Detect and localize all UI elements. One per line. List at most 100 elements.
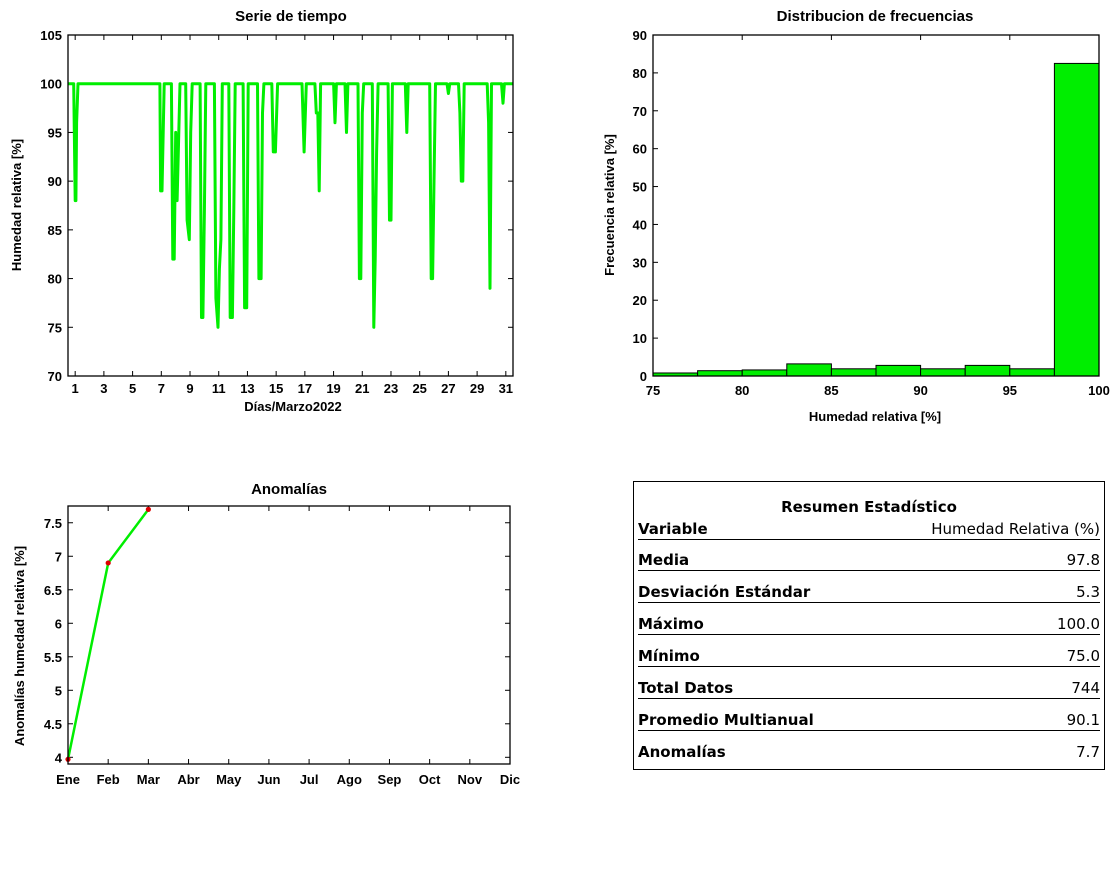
hist-xtick-label: 100 xyxy=(1088,383,1110,398)
ts-marks xyxy=(68,82,513,329)
stats-row-desviacion: Desviación Estándar 5.3 xyxy=(638,580,1100,603)
stats-value: 744 xyxy=(1071,679,1100,697)
ts-xtick-label: 1 xyxy=(72,381,79,396)
an-ticks: 4 4.5 5 5.5 6 6.5 7 7.5 Ene Feb Mar Abr May Jun Jul Ago… xyxy=(44,506,520,787)
stats-value: 90.1 xyxy=(1066,711,1100,729)
an-xtick-label: Abr xyxy=(177,772,199,787)
ts-xtick-label: 29 xyxy=(470,381,484,396)
hist-title: Distribucion de frecuencias xyxy=(777,8,974,25)
ts-xtick-label: 15 xyxy=(269,381,283,396)
stats-value: 7.7 xyxy=(1076,743,1100,761)
ts-ytick-label: 90 xyxy=(48,174,62,189)
hist-xlabel: Humedad relativa [%] xyxy=(809,409,941,424)
ts-xtick-label: 23 xyxy=(384,381,398,396)
hist-xtick-label: 85 xyxy=(824,383,838,398)
hist-bar xyxy=(920,368,966,377)
ts-xtick-label: 19 xyxy=(326,381,340,396)
hist-xtick-label: 75 xyxy=(646,383,660,398)
ts-ytick-label: 85 xyxy=(48,223,62,238)
an-ytick-label: 5.5 xyxy=(44,650,62,665)
ts-ytick-label: 100 xyxy=(40,77,62,92)
stats-row-promedio: Promedio Multianual 90.1 xyxy=(638,708,1100,731)
ts-ytick-label: 80 xyxy=(48,272,62,287)
an-xtick-label: Dic xyxy=(500,772,520,787)
stats-row-media: Media 97.8 xyxy=(638,548,1100,571)
histogram-chart: Distribucion de frecuencias Humedad rela… xyxy=(602,8,1110,424)
ts-xtick-label: 11 xyxy=(212,381,226,396)
an-xtick-label: Ene xyxy=(56,772,80,787)
an-series-line xyxy=(66,508,150,760)
an-title: Anomalías xyxy=(251,481,327,498)
hist-ytick-label: 90 xyxy=(633,28,647,43)
stats-label: Promedio Multianual xyxy=(638,711,814,729)
stats-label: Mínimo xyxy=(638,647,700,665)
ts-ytick-label: 95 xyxy=(48,125,62,140)
an-xtick-label: Sep xyxy=(378,772,402,787)
hist-bar xyxy=(786,363,832,377)
hist-bar xyxy=(830,368,877,377)
stats-value: 5.3 xyxy=(1076,583,1100,601)
an-ytick-label: 7 xyxy=(55,549,62,564)
stats-header-value: Humedad Relativa (%) xyxy=(931,520,1100,538)
hist-bar xyxy=(697,370,743,377)
hist-bar xyxy=(964,364,1011,377)
hist-bar xyxy=(1053,62,1100,377)
an-ytick-label: 6 xyxy=(55,616,62,631)
ts-xlabel: Días/Marzo2022 xyxy=(244,399,342,414)
ts-xtick-label: 3 xyxy=(100,381,107,396)
stats-value: 100.0 xyxy=(1057,615,1100,633)
hist-plot-frame xyxy=(652,34,1100,377)
an-xtick-label: Mar xyxy=(137,772,160,787)
an-point xyxy=(145,506,151,512)
hist-ytick-label: 30 xyxy=(633,255,647,270)
an-ytick-label: 4.5 xyxy=(44,717,62,732)
ts-xtick-label: 17 xyxy=(298,381,312,396)
stats-value: 97.8 xyxy=(1066,551,1100,569)
anomalies-chart: Anomalías Anomalías humedad relativa [%]… xyxy=(12,481,520,787)
stats-row-total-datos: Total Datos 744 xyxy=(638,676,1100,699)
an-xtick-label: May xyxy=(216,772,242,787)
an-point xyxy=(105,560,111,566)
stats-row-minimo: Mínimo 75.0 xyxy=(638,644,1100,667)
stats-label: Total Datos xyxy=(638,679,734,697)
an-xtick-label: Ago xyxy=(337,772,362,787)
ts-series-line xyxy=(68,82,513,329)
ts-ytick-label: 75 xyxy=(48,320,62,335)
stats-label: Anomalías xyxy=(638,743,726,761)
an-plot-frame xyxy=(67,505,511,765)
hist-ytick-label: 20 xyxy=(633,293,647,308)
hist-ytick-label: 10 xyxy=(633,331,647,346)
hist-ytick-label: 80 xyxy=(633,66,647,81)
stats-value: 75.0 xyxy=(1066,647,1100,665)
an-xtick-label: Nov xyxy=(458,772,483,787)
ts-ytick-label: 70 xyxy=(48,369,62,384)
hist-xtick-label: 80 xyxy=(735,383,749,398)
stats-summary-table: Resumen Estadístico Variable Humedad Rel… xyxy=(633,481,1105,770)
hist-xtick-label: 90 xyxy=(913,383,927,398)
hist-bar xyxy=(1009,368,1055,377)
an-xtick-label: Feb xyxy=(97,772,120,787)
an-ytick-label: 4 xyxy=(55,750,63,765)
stats-label: Máximo xyxy=(638,615,704,633)
an-xtick-label: Oct xyxy=(419,772,441,787)
ts-ylabel: Humedad relativa [%] xyxy=(9,139,24,271)
hist-ylabel: Frecuencia relativa [%] xyxy=(602,134,617,276)
hist-bar xyxy=(741,369,788,377)
stats-label: Media xyxy=(638,551,690,569)
stats-table-title: Resumen Estadístico xyxy=(781,498,957,516)
ts-xtick-label: 7 xyxy=(158,381,165,396)
ts-xtick-label: 27 xyxy=(441,381,455,396)
hist-ytick-label: 40 xyxy=(633,217,647,232)
ts-xtick-label: 25 xyxy=(412,381,426,396)
an-xtick-label: Jun xyxy=(257,772,280,787)
hist-ytick-label: 0 xyxy=(640,369,647,384)
an-ytick-label: 6.5 xyxy=(44,583,62,598)
an-ytick-label: 5 xyxy=(55,683,62,698)
ts-plot-frame xyxy=(67,34,514,377)
an-marks xyxy=(65,506,151,762)
ts-xtick-label: 31 xyxy=(499,381,513,396)
an-ylabel: Anomalías humedad relativa [%] xyxy=(12,546,27,746)
hist-ytick-label: 70 xyxy=(633,104,647,119)
